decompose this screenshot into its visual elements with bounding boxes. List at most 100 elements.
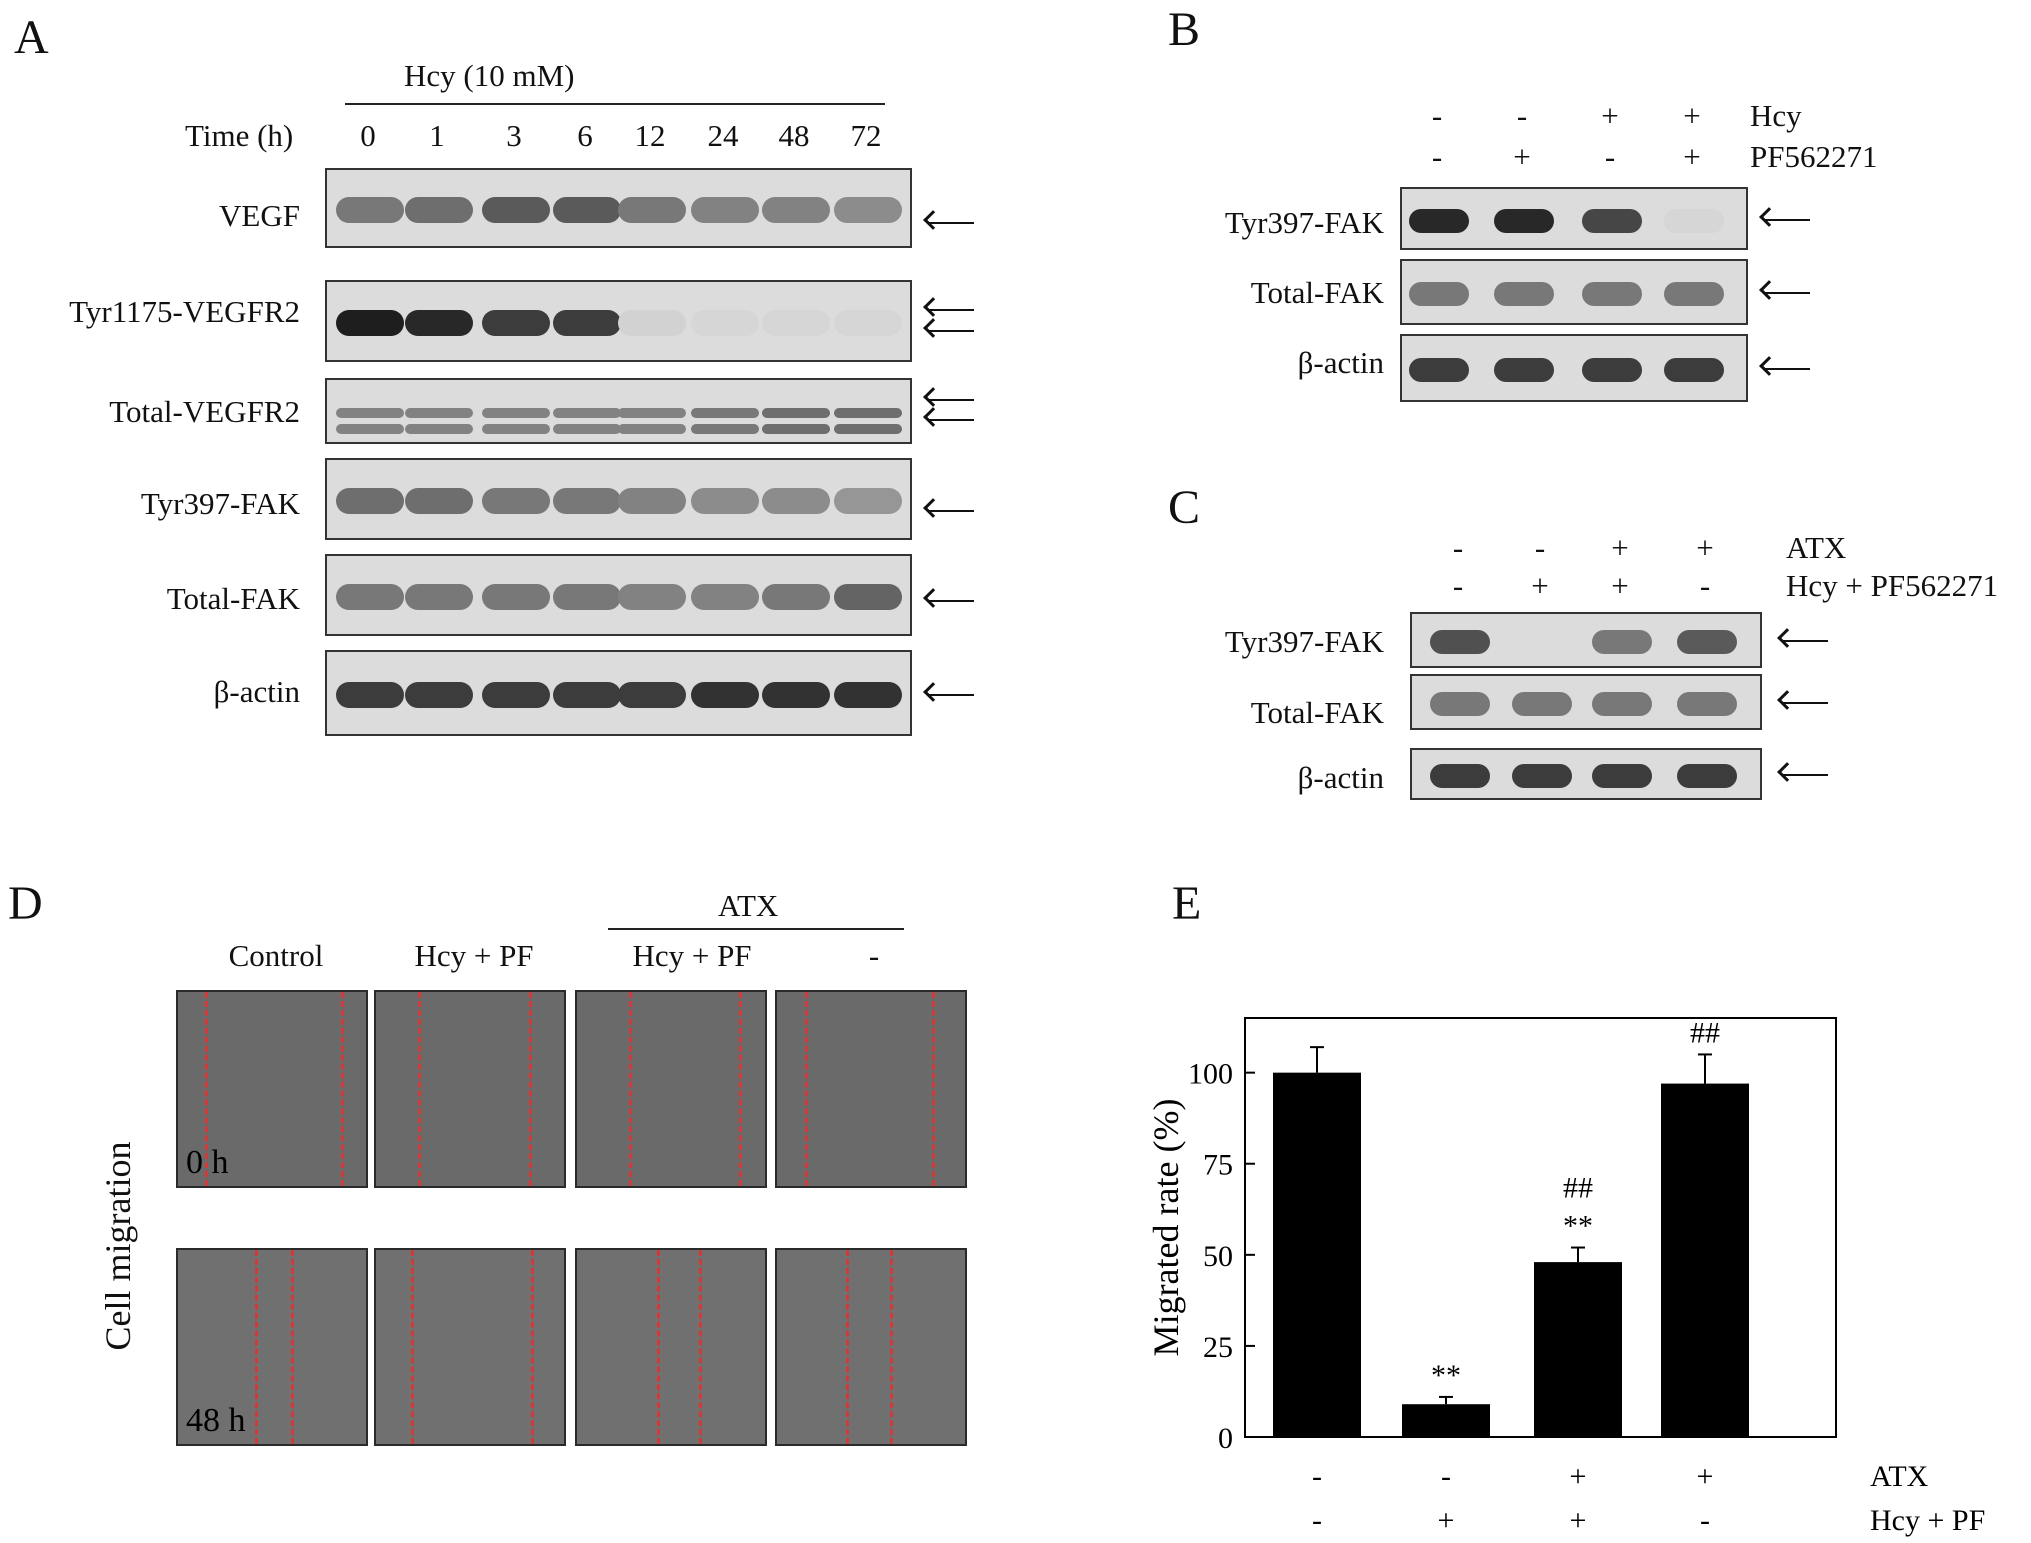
western-blot-image bbox=[1400, 187, 1748, 250]
band-arrow-icon bbox=[1782, 640, 1828, 642]
x-row-label-hcy-pf: Hcy + PF bbox=[1870, 1504, 1985, 1537]
blot-band bbox=[1592, 692, 1652, 716]
blot-band bbox=[762, 408, 830, 418]
blot-band bbox=[336, 488, 404, 514]
blot-band bbox=[553, 197, 621, 223]
timepoint-label: 6 bbox=[577, 118, 593, 153]
condition-sign: - bbox=[1431, 98, 1443, 133]
panel-a-time-label: Time (h) bbox=[185, 118, 294, 153]
panel-d-group-line bbox=[608, 928, 904, 930]
condition-sign: + bbox=[1696, 530, 1714, 565]
wound-edge-line bbox=[255, 1250, 258, 1444]
blot-band bbox=[1430, 692, 1490, 716]
blot-band bbox=[1430, 630, 1490, 654]
blot-band bbox=[834, 408, 902, 418]
y-tick-label: 75 bbox=[1203, 1149, 1233, 1182]
time-label-48h: 48 h bbox=[186, 1402, 246, 1439]
migration-column-label: - bbox=[868, 938, 880, 973]
x-row-label-atx: ATX bbox=[1870, 1460, 1929, 1493]
wound-edge-line bbox=[890, 1250, 893, 1444]
blot-band bbox=[834, 310, 902, 336]
western-blot-image bbox=[325, 378, 912, 444]
condition-sign: + bbox=[1531, 568, 1549, 603]
blot-row-label: Tyr397-FAK bbox=[140, 486, 300, 521]
blot-band bbox=[691, 197, 759, 223]
migration-image-48h: 48 h bbox=[176, 1248, 368, 1446]
migration-image-48h bbox=[575, 1248, 767, 1446]
blot-band bbox=[1582, 282, 1642, 306]
western-blot-image bbox=[325, 554, 912, 636]
condition-sign: + bbox=[1513, 139, 1531, 174]
band-arrow-icon bbox=[928, 222, 974, 224]
blot-band bbox=[1677, 630, 1737, 654]
blot-band bbox=[1409, 208, 1469, 233]
blot-row-label: β-actin bbox=[213, 674, 300, 709]
western-blot-image bbox=[325, 280, 912, 362]
timepoint-label: 3 bbox=[506, 118, 522, 153]
y-tick-label: 100 bbox=[1188, 1058, 1233, 1091]
blot-band bbox=[553, 682, 621, 708]
wound-edge-line bbox=[341, 992, 344, 1186]
blot-band bbox=[482, 682, 550, 708]
panel-c-letter: C bbox=[1168, 481, 1201, 534]
blot-band bbox=[1592, 764, 1652, 788]
wound-edge-line bbox=[932, 992, 935, 1186]
blot-band bbox=[405, 197, 473, 223]
band-arrow-icon bbox=[1764, 292, 1810, 294]
blot-band bbox=[618, 197, 686, 223]
bar bbox=[1273, 1072, 1361, 1437]
panel-a-treatment: Hcy (10 mM) bbox=[404, 58, 575, 93]
blot-row-label: Total-FAK bbox=[166, 581, 300, 616]
panel-e-letter: E bbox=[1172, 877, 1202, 930]
condition-sign: - bbox=[1452, 568, 1464, 603]
blot-band bbox=[834, 197, 902, 223]
western-blot-image bbox=[325, 650, 912, 736]
blot-band bbox=[553, 310, 621, 336]
band-arrow-icon bbox=[928, 600, 974, 602]
blot-band bbox=[691, 584, 759, 610]
blot-band bbox=[618, 408, 686, 418]
blot-band bbox=[618, 310, 686, 336]
band-arrow-icon bbox=[1782, 702, 1828, 704]
blot-band bbox=[691, 310, 759, 336]
blot-band bbox=[336, 584, 404, 610]
western-blot-image bbox=[1410, 748, 1762, 800]
migration-image-0h bbox=[374, 990, 566, 1188]
blot-band bbox=[482, 408, 550, 418]
blot-band bbox=[1664, 282, 1724, 306]
blot-band bbox=[336, 310, 404, 336]
condition-sign: - bbox=[1312, 1504, 1322, 1537]
panel-c-hcy-pf-label: Hcy + PF562271 bbox=[1786, 568, 1999, 603]
panel-b-hcy-label: Hcy bbox=[1750, 98, 1802, 133]
blot-band bbox=[618, 682, 686, 708]
significance-marker: ** bbox=[1431, 1359, 1461, 1392]
band-arrow-icon bbox=[1764, 218, 1810, 221]
western-blot-image bbox=[325, 458, 912, 540]
migration-image-0h: 0 h bbox=[176, 990, 368, 1188]
wound-edge-line bbox=[529, 992, 532, 1186]
western-blot-image bbox=[1400, 259, 1748, 325]
condition-sign: + bbox=[1611, 568, 1629, 603]
blot-band bbox=[1430, 764, 1490, 788]
blot-band bbox=[336, 197, 404, 223]
blot-band bbox=[1664, 358, 1724, 382]
blot-row-label: Total-FAK bbox=[1250, 275, 1384, 310]
blot-band bbox=[553, 488, 621, 514]
blot-band bbox=[762, 310, 830, 336]
significance-marker: ## bbox=[1563, 1172, 1593, 1205]
band-arrow-icon bbox=[1782, 774, 1828, 776]
blot-band bbox=[1582, 208, 1642, 233]
blot-band bbox=[405, 584, 473, 610]
blot-band bbox=[834, 682, 902, 708]
panel-a-letter: A bbox=[14, 11, 49, 64]
blot-band bbox=[762, 488, 830, 514]
condition-sign: - bbox=[1452, 530, 1464, 565]
blot-band bbox=[762, 197, 830, 223]
y-axis-label: Migrated rate (%) bbox=[1146, 1099, 1186, 1357]
timepoint-label: 12 bbox=[634, 118, 666, 153]
condition-sign: - bbox=[1604, 139, 1616, 174]
blot-band bbox=[1512, 764, 1572, 788]
wound-edge-line bbox=[657, 1250, 660, 1444]
condition-sign: - bbox=[1699, 568, 1711, 603]
blot-band bbox=[691, 682, 759, 708]
